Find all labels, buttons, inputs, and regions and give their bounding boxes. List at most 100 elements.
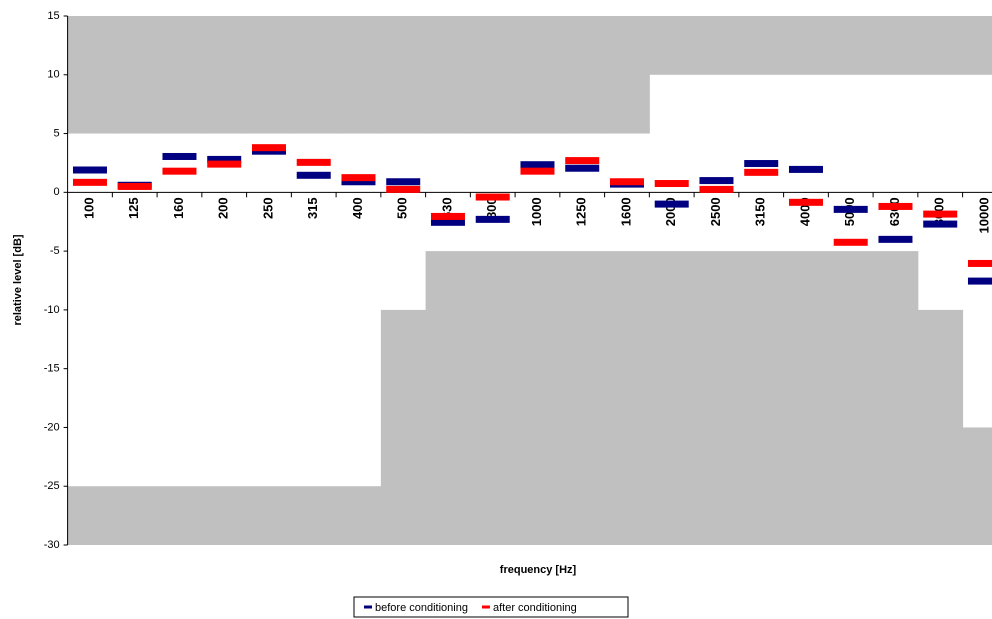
marker — [967, 259, 992, 267]
legend-label: after conditioning — [493, 602, 577, 614]
upper-limit-region — [783, 16, 829, 75]
lower-limit-region — [246, 486, 292, 545]
y-tick-label: -30 — [44, 539, 60, 551]
lower-limit-region — [604, 251, 650, 545]
marker — [967, 277, 992, 285]
marker — [744, 160, 779, 168]
marker — [72, 166, 107, 174]
y-tick-label: -10 — [44, 304, 60, 316]
marker — [699, 177, 734, 185]
y-tick-label: 5 — [53, 127, 59, 139]
upper-limit-region — [962, 16, 992, 75]
y-tick-label: 10 — [47, 69, 59, 81]
lower-limit-region — [783, 251, 829, 545]
marker — [654, 180, 689, 188]
lower-limit-region — [470, 251, 516, 545]
upper-limit-region — [694, 16, 740, 75]
marker — [923, 210, 958, 218]
x-tick-label: 100 — [81, 197, 96, 219]
x-tick-label: 2500 — [708, 197, 723, 226]
lower-limit-region — [694, 251, 740, 545]
lower-limit-region — [67, 486, 113, 545]
marker — [386, 178, 421, 186]
marker — [251, 144, 286, 152]
lower-limit-region — [559, 251, 606, 545]
x-tick-label: 6300 — [887, 197, 902, 226]
x-tick-label: 160 — [171, 197, 186, 219]
lower-limit-region — [112, 486, 158, 545]
marker — [654, 200, 689, 208]
marker — [386, 185, 421, 193]
x-tick-label: 10000 — [976, 197, 991, 233]
marker — [878, 235, 913, 243]
upper-limit-region — [649, 16, 695, 75]
upper-limit-region — [380, 16, 427, 134]
upper-limit-region — [67, 16, 113, 134]
marker — [430, 218, 465, 226]
upper-limit-region — [291, 16, 337, 134]
lower-limit-region — [917, 309, 964, 545]
lower-limit-region — [962, 427, 992, 545]
y-tick-label: -20 — [44, 421, 60, 433]
marker — [878, 202, 913, 210]
upper-limit-region — [336, 16, 382, 134]
marker — [788, 198, 823, 206]
lower-limit-region — [425, 251, 471, 545]
x-tick-label: 1600 — [618, 197, 633, 226]
marker — [833, 205, 868, 213]
marker — [207, 155, 242, 163]
x-tick-label: 400 — [350, 197, 365, 219]
upper-limit-region — [157, 16, 203, 134]
x-tick-label: 250 — [260, 197, 275, 219]
marker — [430, 212, 465, 220]
lower-limit-region — [738, 251, 785, 545]
marker — [565, 157, 600, 165]
x-tick-label: 315 — [305, 197, 320, 219]
x-axis-label: frequency [Hz] — [500, 564, 577, 576]
upper-limit-region — [425, 16, 471, 134]
x-tick-label: 500 — [395, 197, 410, 219]
legend — [353, 596, 629, 618]
marker — [251, 147, 286, 155]
lower-limit-region — [649, 251, 695, 545]
lower-limit-region — [380, 309, 427, 545]
marker — [296, 158, 331, 166]
y-tick-label: -15 — [44, 363, 60, 375]
x-tick-label: 1000 — [529, 197, 544, 226]
upper-limit-region — [112, 16, 158, 134]
upper-limit-region — [917, 16, 964, 75]
y-tick-label: 15 — [47, 10, 59, 22]
marker — [341, 178, 376, 186]
lower-limit-region — [515, 251, 561, 545]
marker — [788, 165, 823, 173]
upper-limit-region — [246, 16, 292, 134]
marker — [162, 152, 197, 160]
x-tick-label: 200 — [216, 197, 231, 219]
marker — [117, 182, 152, 190]
marker — [699, 185, 734, 193]
marker — [565, 164, 600, 172]
upper-limit-region — [201, 16, 248, 134]
x-tick-label: 125 — [126, 197, 141, 219]
lower-limit-region — [201, 486, 248, 545]
lower-limit-region — [291, 486, 337, 545]
marker — [833, 238, 868, 246]
marker — [609, 178, 644, 186]
marker — [923, 220, 958, 228]
marker — [341, 174, 376, 182]
x-tick-label: 1250 — [574, 197, 589, 226]
lower-limit-region — [873, 251, 919, 545]
y-tick-label: 0 — [53, 186, 59, 198]
marker — [475, 215, 510, 223]
upper-limit-region — [828, 16, 874, 75]
marker — [475, 193, 510, 201]
lower-limit-region — [336, 486, 382, 545]
lower-limit-region — [157, 486, 203, 545]
upper-limit-region — [873, 16, 919, 75]
marker — [296, 171, 331, 179]
marker — [162, 167, 197, 175]
upper-limit-region — [515, 16, 561, 134]
x-tick-label: 800 — [484, 197, 499, 219]
marker — [520, 167, 555, 175]
